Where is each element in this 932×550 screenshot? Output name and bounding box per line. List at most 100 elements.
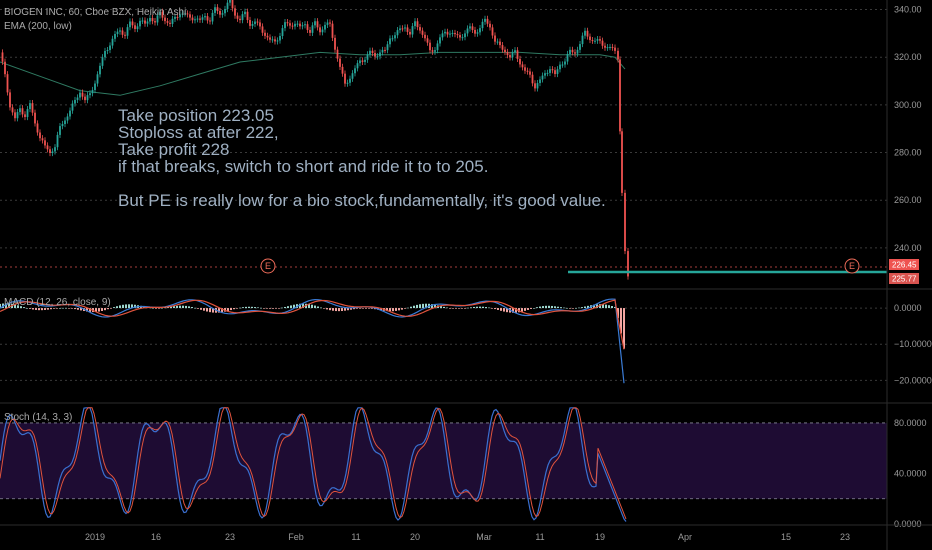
candle-body bbox=[531, 74, 534, 84]
candle-body bbox=[426, 38, 429, 43]
candle-body bbox=[379, 52, 381, 57]
annotation-line: if that breaks, switch to short and ride… bbox=[118, 157, 488, 176]
price-badge-label: 226.45 bbox=[892, 261, 917, 270]
macd-hist-bar bbox=[86, 308, 88, 312]
macd-hist-bar bbox=[536, 307, 538, 309]
macd-hist-bar bbox=[185, 305, 187, 309]
macd-hist-bar bbox=[416, 304, 418, 309]
price-tick-label: 240.00 bbox=[894, 243, 922, 253]
macd-hist-bar bbox=[101, 308, 103, 311]
macd-hist-bar bbox=[605, 304, 607, 309]
stoch-tick-label: 0.0000 bbox=[894, 519, 922, 529]
candle-body bbox=[236, 15, 239, 19]
macd-hist-bar bbox=[404, 308, 406, 309]
macd-hist-bar bbox=[407, 307, 409, 309]
candle-body bbox=[216, 7, 219, 11]
macd-hist-bar bbox=[485, 307, 487, 309]
candle-body bbox=[544, 73, 546, 76]
macd-hist-bar bbox=[53, 308, 55, 309]
macd-hist-bar bbox=[269, 308, 271, 309]
macd-hist-bar bbox=[212, 308, 214, 313]
candle-body bbox=[131, 21, 134, 26]
macd-hist-bar bbox=[515, 308, 517, 313]
macd-hist-bar bbox=[206, 308, 208, 312]
candle-body bbox=[46, 145, 49, 150]
macd-legend: MACD (12, 26, close, 9) bbox=[4, 297, 111, 308]
macd-hist-bar bbox=[41, 308, 43, 311]
candle-body bbox=[331, 23, 334, 38]
stoch-grid bbox=[0, 422, 887, 500]
macd-hist-bar bbox=[245, 306, 247, 309]
price-tick-label: 280.00 bbox=[894, 148, 922, 158]
ema-legend: EMA (200, low) bbox=[4, 21, 72, 32]
macd-hist-bar bbox=[242, 307, 244, 309]
macd-hist-bar bbox=[443, 306, 445, 309]
candle-body bbox=[226, 2, 229, 9]
macd-hist-bar bbox=[65, 307, 67, 309]
macd-hist-bar bbox=[368, 308, 370, 309]
macd-hist-bar bbox=[317, 306, 319, 309]
macd-hist-bar bbox=[47, 308, 49, 310]
macd-hist-bar bbox=[236, 308, 238, 309]
stoch-panel[interactable]: 0.0000 40.0000 80.0000 Stoch (14, 3, 3) bbox=[0, 407, 927, 529]
macd-grid bbox=[0, 307, 887, 381]
macd-hist-bar bbox=[503, 308, 505, 312]
earnings-marker[interactable] bbox=[260, 258, 276, 274]
candle-body bbox=[249, 20, 251, 26]
candle-body bbox=[71, 103, 74, 111]
candle-body bbox=[611, 46, 614, 48]
candle-body bbox=[446, 31, 449, 35]
macd-hist-bar bbox=[353, 308, 355, 310]
candle-body bbox=[479, 28, 481, 33]
macd-hist-bar bbox=[602, 304, 604, 309]
candle-body bbox=[119, 30, 121, 32]
candle-body bbox=[34, 112, 36, 124]
candle-body bbox=[219, 10, 221, 15]
candle-body bbox=[386, 44, 389, 51]
stoch-band bbox=[0, 422, 887, 499]
candle-body bbox=[374, 53, 376, 57]
macd-hist-bar bbox=[203, 308, 205, 311]
macd-hist-bar bbox=[278, 308, 280, 309]
candle-body bbox=[504, 49, 506, 53]
candle-body bbox=[309, 29, 311, 33]
candle-body bbox=[111, 38, 114, 46]
macd-hist-bar bbox=[230, 308, 232, 311]
macd-hist-bar bbox=[56, 308, 58, 309]
candle-body bbox=[621, 131, 623, 193]
candle-body bbox=[256, 21, 259, 23]
macd-hist-bar bbox=[527, 308, 529, 310]
candle-body bbox=[99, 65, 101, 75]
macd-hist-bar bbox=[164, 307, 166, 309]
time-axis[interactable]: 2019 16 23 Feb 11 20 Mar 11 19 Apr 15 23 bbox=[85, 532, 850, 542]
macd-hist-bar bbox=[350, 308, 352, 310]
candle-body bbox=[431, 50, 434, 52]
annotation-line: Take position 223.05 bbox=[118, 106, 274, 125]
macd-hist-bar bbox=[587, 305, 589, 309]
macd-hist-bar bbox=[44, 308, 46, 310]
macd-hist-bar bbox=[290, 305, 292, 309]
candle-body bbox=[174, 16, 176, 19]
macd-panel[interactable]: 0.0000 −10.0000 −20.0000 MACD (12, 26, clo… bbox=[0, 297, 932, 385]
macd-hist-bar bbox=[167, 307, 169, 309]
macd-hist-bar bbox=[410, 306, 412, 309]
macd-hist-bar bbox=[59, 308, 61, 309]
candle-body bbox=[49, 149, 51, 153]
candle-body bbox=[241, 14, 244, 21]
candle-body bbox=[614, 47, 616, 51]
macd-hist-bar bbox=[620, 308, 622, 334]
earnings-marker[interactable] bbox=[844, 258, 860, 274]
macd-hist-bar bbox=[440, 306, 442, 309]
candle-body bbox=[286, 22, 289, 24]
candle-body bbox=[351, 73, 354, 79]
candle-body bbox=[296, 23, 299, 25]
candle-body bbox=[516, 50, 519, 59]
candle-body bbox=[36, 123, 39, 133]
time-tick-label: Feb bbox=[288, 532, 304, 542]
price-panel[interactable]: 240.00 260.00 280.00 300.00 320.00 340.00 226… bbox=[0, 0, 922, 286]
macd-hist-bar bbox=[68, 308, 70, 309]
macd-hist-bar bbox=[467, 307, 469, 309]
